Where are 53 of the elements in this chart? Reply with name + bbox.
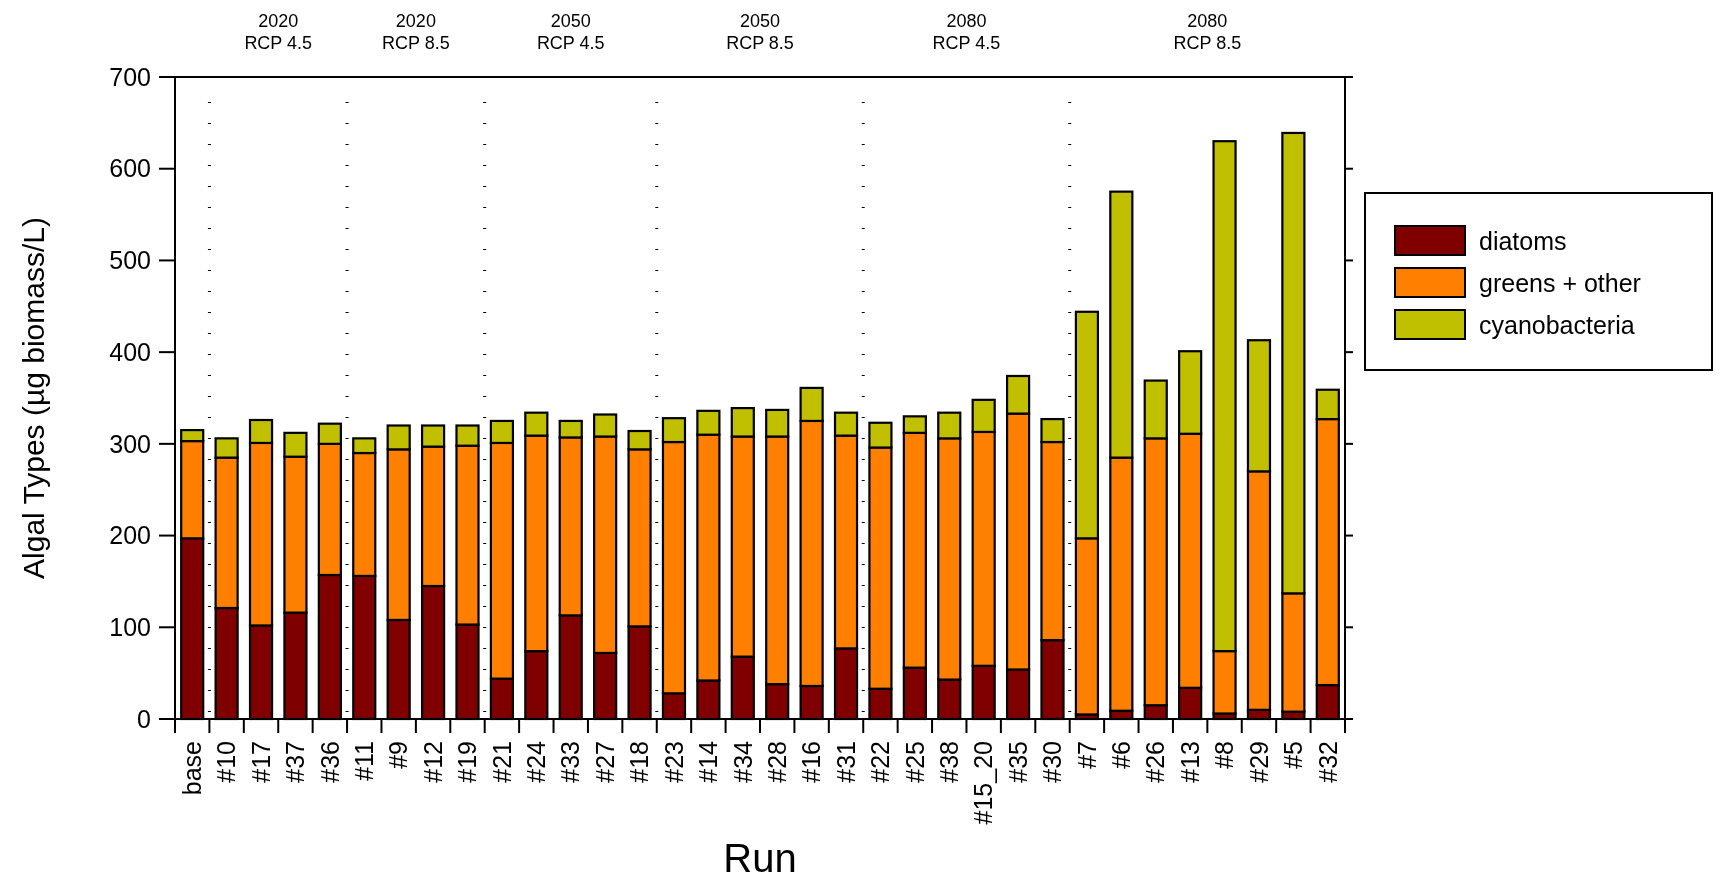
x-tick-label: #27 [590, 741, 619, 783]
y-tick-label: 500 [109, 246, 151, 275]
x-tick-label: #26 [1141, 741, 1170, 783]
x-tick-label: #7 [1072, 741, 1101, 769]
x-tick-label: #19 [453, 741, 482, 783]
x-tick-label: #6 [1107, 741, 1136, 769]
x-tick-label: #37 [281, 741, 310, 783]
x-tick-label: #24 [522, 740, 551, 783]
x-tick-label: #13 [1175, 741, 1204, 783]
x-tick-label: #28 [762, 741, 791, 783]
x-tick-label: #34 [728, 740, 757, 783]
text: 2020 RCP 8.5 [382, 11, 450, 53]
y-tick-label: 100 [109, 613, 151, 642]
x-tick-label: #29 [1244, 741, 1273, 783]
y-tick-label: 0 [137, 704, 151, 733]
x-tick-label: #23 [659, 741, 688, 783]
x-tick-label: #14 [694, 740, 723, 783]
x-tick-label: #38 [935, 741, 964, 783]
x-tick-label: #30 [1038, 741, 1067, 783]
y-axis-title: Algal Types (µg biomass/L) [17, 217, 50, 579]
x-tick-label: #11 [350, 741, 379, 781]
y-tick-label: 700 [109, 62, 151, 91]
y-tick-label: 400 [109, 337, 151, 366]
x-tick-label: #32 [1313, 741, 1342, 783]
legend-label: greens + other [1479, 268, 1641, 297]
text: 2080 RCP 4.5 [932, 11, 1001, 53]
x-axis-title: Run [723, 836, 797, 880]
x-tick-label: #25 [900, 741, 929, 783]
y-tick-label: 300 [109, 429, 151, 458]
x-tick-label: #8 [1210, 741, 1239, 769]
legend-label: cyanobacteria [1479, 310, 1635, 339]
x-tick-label: #16 [797, 741, 826, 783]
x-tick-label: #21 [487, 741, 516, 783]
text: 2050 RCP 8.5 [726, 11, 794, 53]
x-tick-label: #9 [384, 741, 413, 769]
x-tick-label: #10 [212, 741, 241, 783]
y-tick-label: 600 [109, 154, 151, 183]
text: 2020 RCP 4.5 [244, 11, 313, 53]
text: 2080 RCP 8.5 [1173, 11, 1242, 53]
x-tick-label: #17 [246, 741, 275, 783]
x-tick-label: #18 [625, 741, 654, 783]
x-tick-label: #22 [866, 741, 895, 783]
y-tick-label: 200 [109, 521, 151, 550]
x-tick-label: #12 [418, 741, 447, 783]
x-tick-label: #33 [556, 741, 585, 783]
x-tick-label: #35 [1003, 741, 1032, 783]
text: 2050 RCP 4.5 [536, 11, 605, 53]
x-tick-label: base [177, 741, 206, 796]
x-tick-label: #31 [831, 741, 860, 783]
x-tick-label: #36 [315, 741, 344, 783]
legend-label: diatoms [1479, 226, 1567, 255]
x-tick-label: #15_20 [969, 741, 998, 825]
x-tick-label: #5 [1279, 741, 1308, 769]
